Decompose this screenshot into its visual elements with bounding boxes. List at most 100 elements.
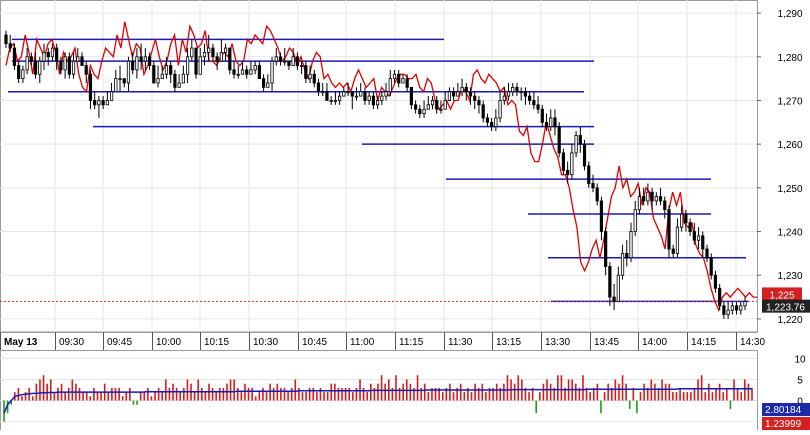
price-y-tick-label: 1,290 (777, 9, 802, 20)
indicator-bar (236, 387, 239, 401)
indicator-bar (402, 383, 404, 401)
candle-body (207, 47, 211, 53)
candle-body (730, 305, 734, 311)
indicator-bar (423, 383, 426, 401)
candle-body (93, 100, 97, 106)
indicator-bar (125, 392, 128, 401)
candle-body (219, 52, 223, 62)
indicator-bar (477, 387, 480, 401)
time-tick-label: 14:30 (740, 337, 765, 348)
indicator-bar (139, 392, 142, 401)
indicator-bar (513, 383, 516, 401)
candle-body (67, 56, 71, 75)
indicator-bar (481, 383, 484, 401)
candle-body (658, 196, 663, 202)
candle-body (447, 91, 452, 101)
indicator-bar (679, 387, 681, 401)
indicator-bar (78, 387, 81, 401)
candle-body (240, 69, 245, 75)
indicator-bar (370, 383, 372, 401)
indicator-bar (118, 387, 120, 401)
indicator-bar (276, 383, 279, 401)
candle-body (316, 82, 321, 93)
indicator-bar (344, 387, 347, 401)
indicator-bar (240, 392, 243, 401)
candle-body (8, 43, 12, 49)
candle-body (633, 209, 637, 232)
candle-body (684, 213, 688, 224)
indicator-bar (247, 387, 250, 401)
indicator-bar (434, 387, 437, 401)
indicator-bar (600, 400, 602, 414)
candle-body (12, 47, 17, 66)
candle-body (435, 100, 439, 110)
indicator-bar (186, 379, 189, 401)
candle-body (481, 104, 485, 119)
indicator-bar (564, 387, 566, 401)
price-y-tick-label: 1,240 (777, 228, 802, 239)
price-y-tick-label: 1,250 (777, 184, 802, 195)
indicator-bar (373, 387, 376, 401)
candle-body (405, 78, 409, 88)
indicator-bar (650, 379, 653, 401)
indicator-bar (646, 387, 649, 401)
indicator-bar (197, 379, 199, 401)
candle-body (696, 235, 701, 241)
red-line-series (5, 21, 757, 313)
indicator-bar (341, 387, 343, 401)
candle-body (367, 95, 371, 101)
indicator-average-line (3, 387, 752, 414)
candle-body (477, 100, 481, 106)
candle-body (185, 56, 190, 75)
candle-body (359, 91, 363, 97)
indicator-bar (485, 392, 487, 401)
indicator-value-badge (762, 403, 810, 416)
candle-body (29, 56, 33, 62)
indicator-bar (715, 387, 717, 401)
indicator-value-badge (762, 417, 810, 430)
candle-body (139, 56, 143, 62)
candle-body (350, 91, 354, 97)
indicator-bar (711, 392, 714, 401)
candle-body (80, 56, 84, 66)
indicator-bar (391, 387, 394, 401)
candle-body (557, 126, 561, 154)
candle-body (519, 91, 523, 94)
candle-body (578, 135, 582, 145)
indicator-bar (726, 387, 728, 401)
candle-body (131, 60, 135, 71)
indicator-bar (539, 392, 541, 401)
candle-body (21, 69, 25, 80)
candle-body (456, 91, 460, 97)
candle-body (646, 191, 650, 202)
indicator-bar (747, 383, 750, 401)
indicator-bar (71, 379, 74, 401)
indicator-bar (524, 387, 527, 401)
indicator-bar (143, 392, 146, 401)
indicator-bar (193, 392, 196, 401)
candle-body (228, 47, 232, 71)
indicator-bar (308, 387, 311, 401)
candle-body (105, 100, 109, 106)
indicator-bar (416, 375, 419, 401)
time-tick-label: 14:00 (642, 337, 667, 348)
indicator-bar (592, 387, 595, 401)
candle-body (50, 47, 55, 58)
indicator-bar (129, 387, 131, 401)
time-tick-label: 14:15 (691, 337, 716, 348)
time-tick-label: 11:30 (448, 337, 473, 348)
indicator-bar (409, 383, 412, 401)
candle-body (595, 187, 599, 202)
candle-body (392, 73, 397, 80)
indicator-bar (334, 383, 336, 401)
indicator-bar (582, 375, 584, 401)
indicator-bar (359, 379, 361, 401)
candle-body (33, 60, 38, 75)
candle-body (532, 100, 536, 106)
candle-body (25, 56, 29, 71)
indicator-bar (154, 392, 156, 401)
candle-body (397, 73, 401, 84)
time-axis-bg (0, 332, 757, 350)
indicator-bar (352, 392, 354, 401)
